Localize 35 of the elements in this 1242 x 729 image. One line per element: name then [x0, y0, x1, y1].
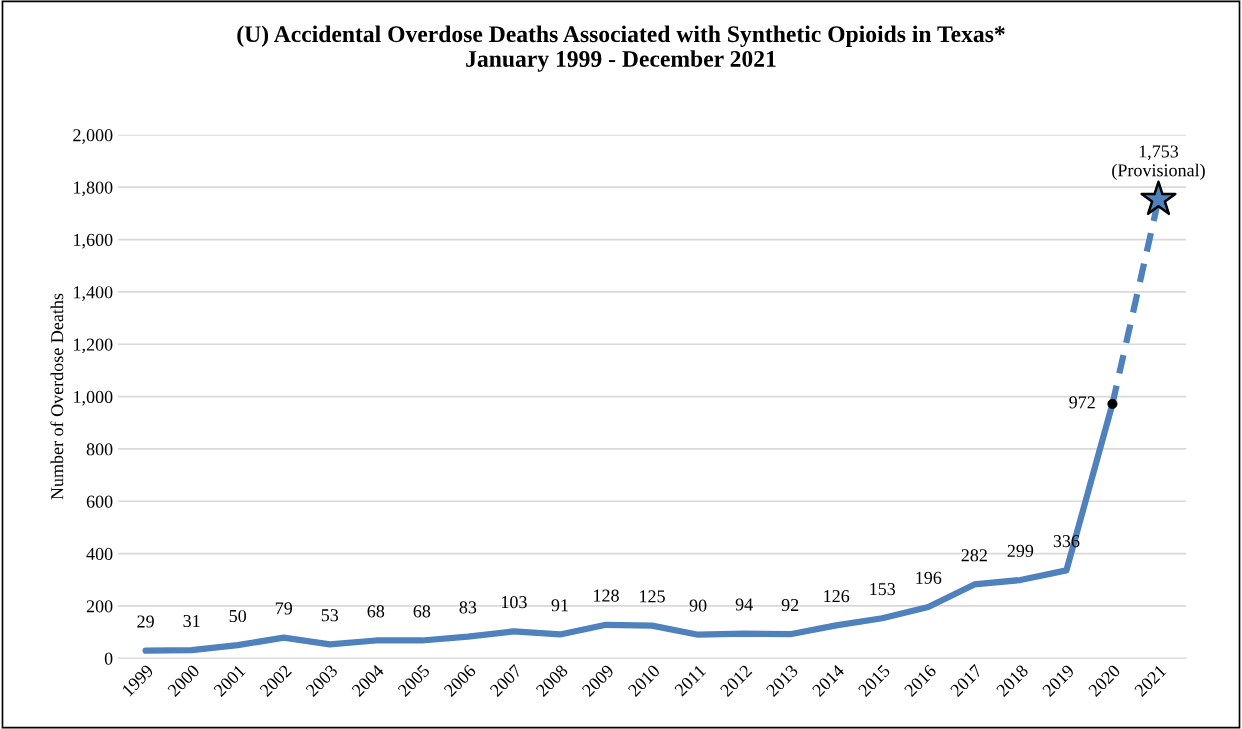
data-label: 1,753 (Provisional)	[1112, 145, 1205, 181]
data-label: 126	[824, 590, 850, 603]
y-tick-label: 1,000	[74, 390, 113, 406]
data-label: 153	[870, 583, 896, 596]
y-tick-label: 400	[86, 547, 113, 561]
y-tick-label: 1,600	[74, 233, 113, 249]
data-label: 282	[961, 549, 987, 562]
data-label: 103	[501, 596, 527, 609]
data-label: 91	[551, 599, 568, 612]
data-label: 92	[781, 598, 799, 612]
data-label: 128	[594, 589, 619, 602]
data-label: 94	[735, 598, 753, 611]
y-tick-label: 2,000	[73, 129, 113, 144]
chart-title: (U) Accidental Overdose Deaths Associated with Synthetic Opioids in Texas* January 1999 - December 2021	[237, 25, 1005, 72]
data-label: 972	[1069, 396, 1095, 409]
y-tick-label: 800	[86, 443, 113, 456]
data-label: 125	[640, 590, 665, 603]
y-tick-label: 600	[86, 495, 113, 508]
y-tick-label: 0	[104, 652, 113, 665]
data-label: 53	[321, 609, 339, 622]
data-label: 29	[137, 615, 154, 628]
data-label: 31	[183, 614, 200, 628]
data-label: 50	[229, 609, 247, 623]
data-label: 83	[459, 601, 477, 614]
data-label: 68	[367, 605, 385, 618]
y-tick-label: 1,200	[74, 338, 113, 354]
data-label: 79	[275, 602, 293, 615]
data-label: 68	[413, 605, 431, 618]
y-tick-label: 1,800	[74, 181, 113, 197]
data-label: 299	[1007, 544, 1034, 557]
y-tick-label: 200	[86, 600, 113, 613]
data-label: 90	[689, 599, 707, 612]
data-label: 196	[916, 571, 942, 584]
y-axis-title: Number of Overdose Deaths	[50, 293, 64, 500]
y-tick-label: 1,400	[74, 286, 113, 301]
